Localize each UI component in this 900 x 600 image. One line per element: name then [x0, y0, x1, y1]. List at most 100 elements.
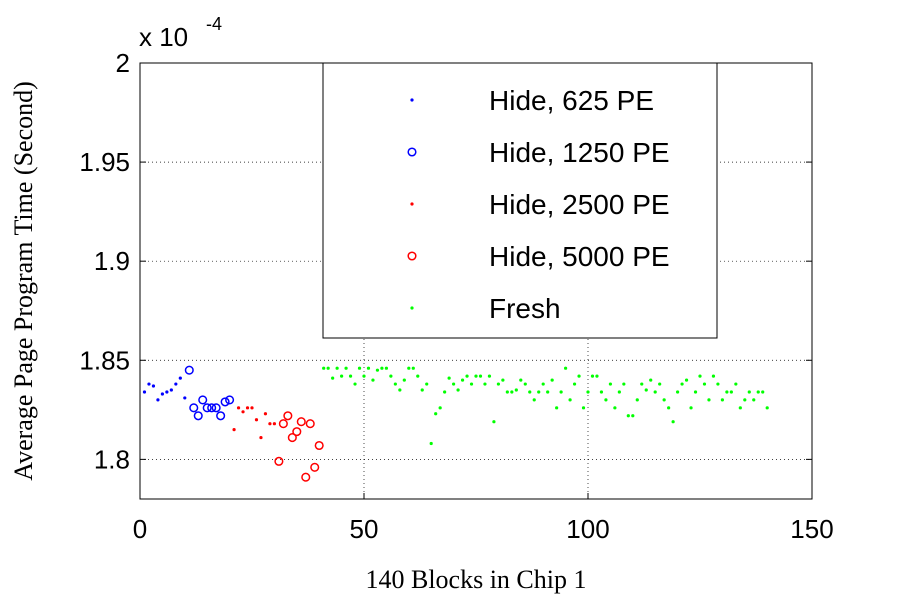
data-point — [590, 374, 595, 378]
data-point — [752, 398, 756, 402]
data-point — [160, 392, 164, 396]
data-point — [326, 366, 330, 370]
data-point — [761, 390, 765, 394]
data-point — [287, 433, 297, 443]
y-tick-label: 2 — [116, 48, 130, 78]
data-point — [577, 374, 581, 378]
data-point — [272, 422, 276, 426]
data-point — [640, 382, 644, 386]
data-point — [314, 440, 324, 451]
data-point — [604, 398, 608, 402]
y-axis-exponent-power: -4 — [206, 14, 222, 34]
data-point — [348, 374, 353, 378]
legend-marker — [410, 202, 414, 206]
data-point — [362, 374, 366, 378]
data-point — [586, 390, 590, 394]
data-point — [254, 418, 259, 422]
data-point — [310, 462, 320, 472]
data-point — [193, 411, 203, 421]
data-point — [178, 376, 182, 380]
data-point — [716, 382, 720, 386]
data-point — [425, 382, 429, 386]
data-point — [274, 456, 284, 466]
y-axis-label: Average Page Program Time (Second) — [9, 81, 38, 481]
data-point — [225, 395, 235, 405]
data-point — [393, 382, 397, 386]
data-point — [389, 374, 393, 378]
data-point — [532, 398, 536, 402]
x-tick-label: 0 — [133, 514, 147, 544]
data-point — [420, 388, 424, 392]
data-point — [631, 414, 635, 418]
data-point — [698, 374, 702, 378]
data-points — [142, 365, 769, 482]
data-point — [626, 414, 630, 418]
data-point — [241, 410, 245, 414]
data-point — [207, 403, 217, 413]
data-point — [720, 398, 725, 402]
data-point — [411, 366, 415, 370]
data-point — [447, 376, 451, 380]
data-point — [541, 382, 545, 386]
data-point — [644, 388, 648, 392]
data-point — [658, 382, 662, 386]
y-tick-label: 1.9 — [94, 246, 130, 276]
data-point — [398, 388, 402, 392]
data-point — [366, 366, 371, 370]
data-point — [635, 398, 639, 402]
data-point — [523, 382, 527, 386]
data-point — [559, 390, 563, 394]
data-point — [555, 406, 559, 410]
data-point — [622, 382, 626, 386]
x-tick-label: 100 — [566, 514, 609, 544]
data-point — [416, 374, 420, 378]
data-point — [429, 441, 433, 446]
data-point — [487, 374, 492, 378]
data-point — [738, 406, 742, 410]
data-point — [492, 420, 496, 424]
data-point — [469, 382, 474, 386]
data-point — [734, 382, 738, 386]
legend-marker — [407, 251, 417, 261]
data-point — [693, 390, 698, 394]
data-point — [528, 390, 532, 394]
data-point — [301, 472, 311, 482]
data-point — [707, 398, 711, 402]
data-point — [546, 390, 550, 394]
data-point — [165, 390, 169, 394]
x-axis-label: 140 Blocks in Chip 1 — [365, 565, 586, 594]
data-point — [202, 403, 212, 413]
data-point — [671, 420, 675, 424]
data-point — [147, 382, 151, 386]
legend-label: Hide, 1250 PE — [489, 137, 670, 168]
data-point — [236, 406, 241, 410]
data-point — [519, 378, 523, 382]
data-point — [268, 422, 272, 426]
data-point — [438, 406, 442, 410]
data-point — [250, 406, 254, 410]
data-point — [357, 366, 362, 370]
data-point — [510, 390, 514, 394]
data-point — [599, 390, 604, 394]
data-point — [550, 378, 554, 382]
data-point — [198, 395, 208, 405]
data-point — [402, 378, 406, 382]
data-point — [384, 366, 388, 370]
data-point — [501, 378, 505, 382]
data-point — [684, 378, 689, 382]
data-point — [216, 411, 226, 421]
data-point — [184, 365, 194, 375]
axes: 0 50 100 150 1.8 1.85 1.9 1.95 2 — [79, 48, 833, 544]
data-point — [283, 411, 293, 421]
data-point — [608, 382, 613, 386]
data-point — [676, 390, 680, 394]
data-point — [174, 382, 178, 386]
data-point — [371, 378, 375, 382]
data-point — [344, 366, 348, 370]
data-point — [220, 397, 230, 407]
data-point — [653, 390, 657, 394]
data-point — [680, 382, 684, 386]
data-point — [662, 398, 666, 402]
data-point — [156, 398, 160, 402]
data-point — [617, 390, 621, 394]
